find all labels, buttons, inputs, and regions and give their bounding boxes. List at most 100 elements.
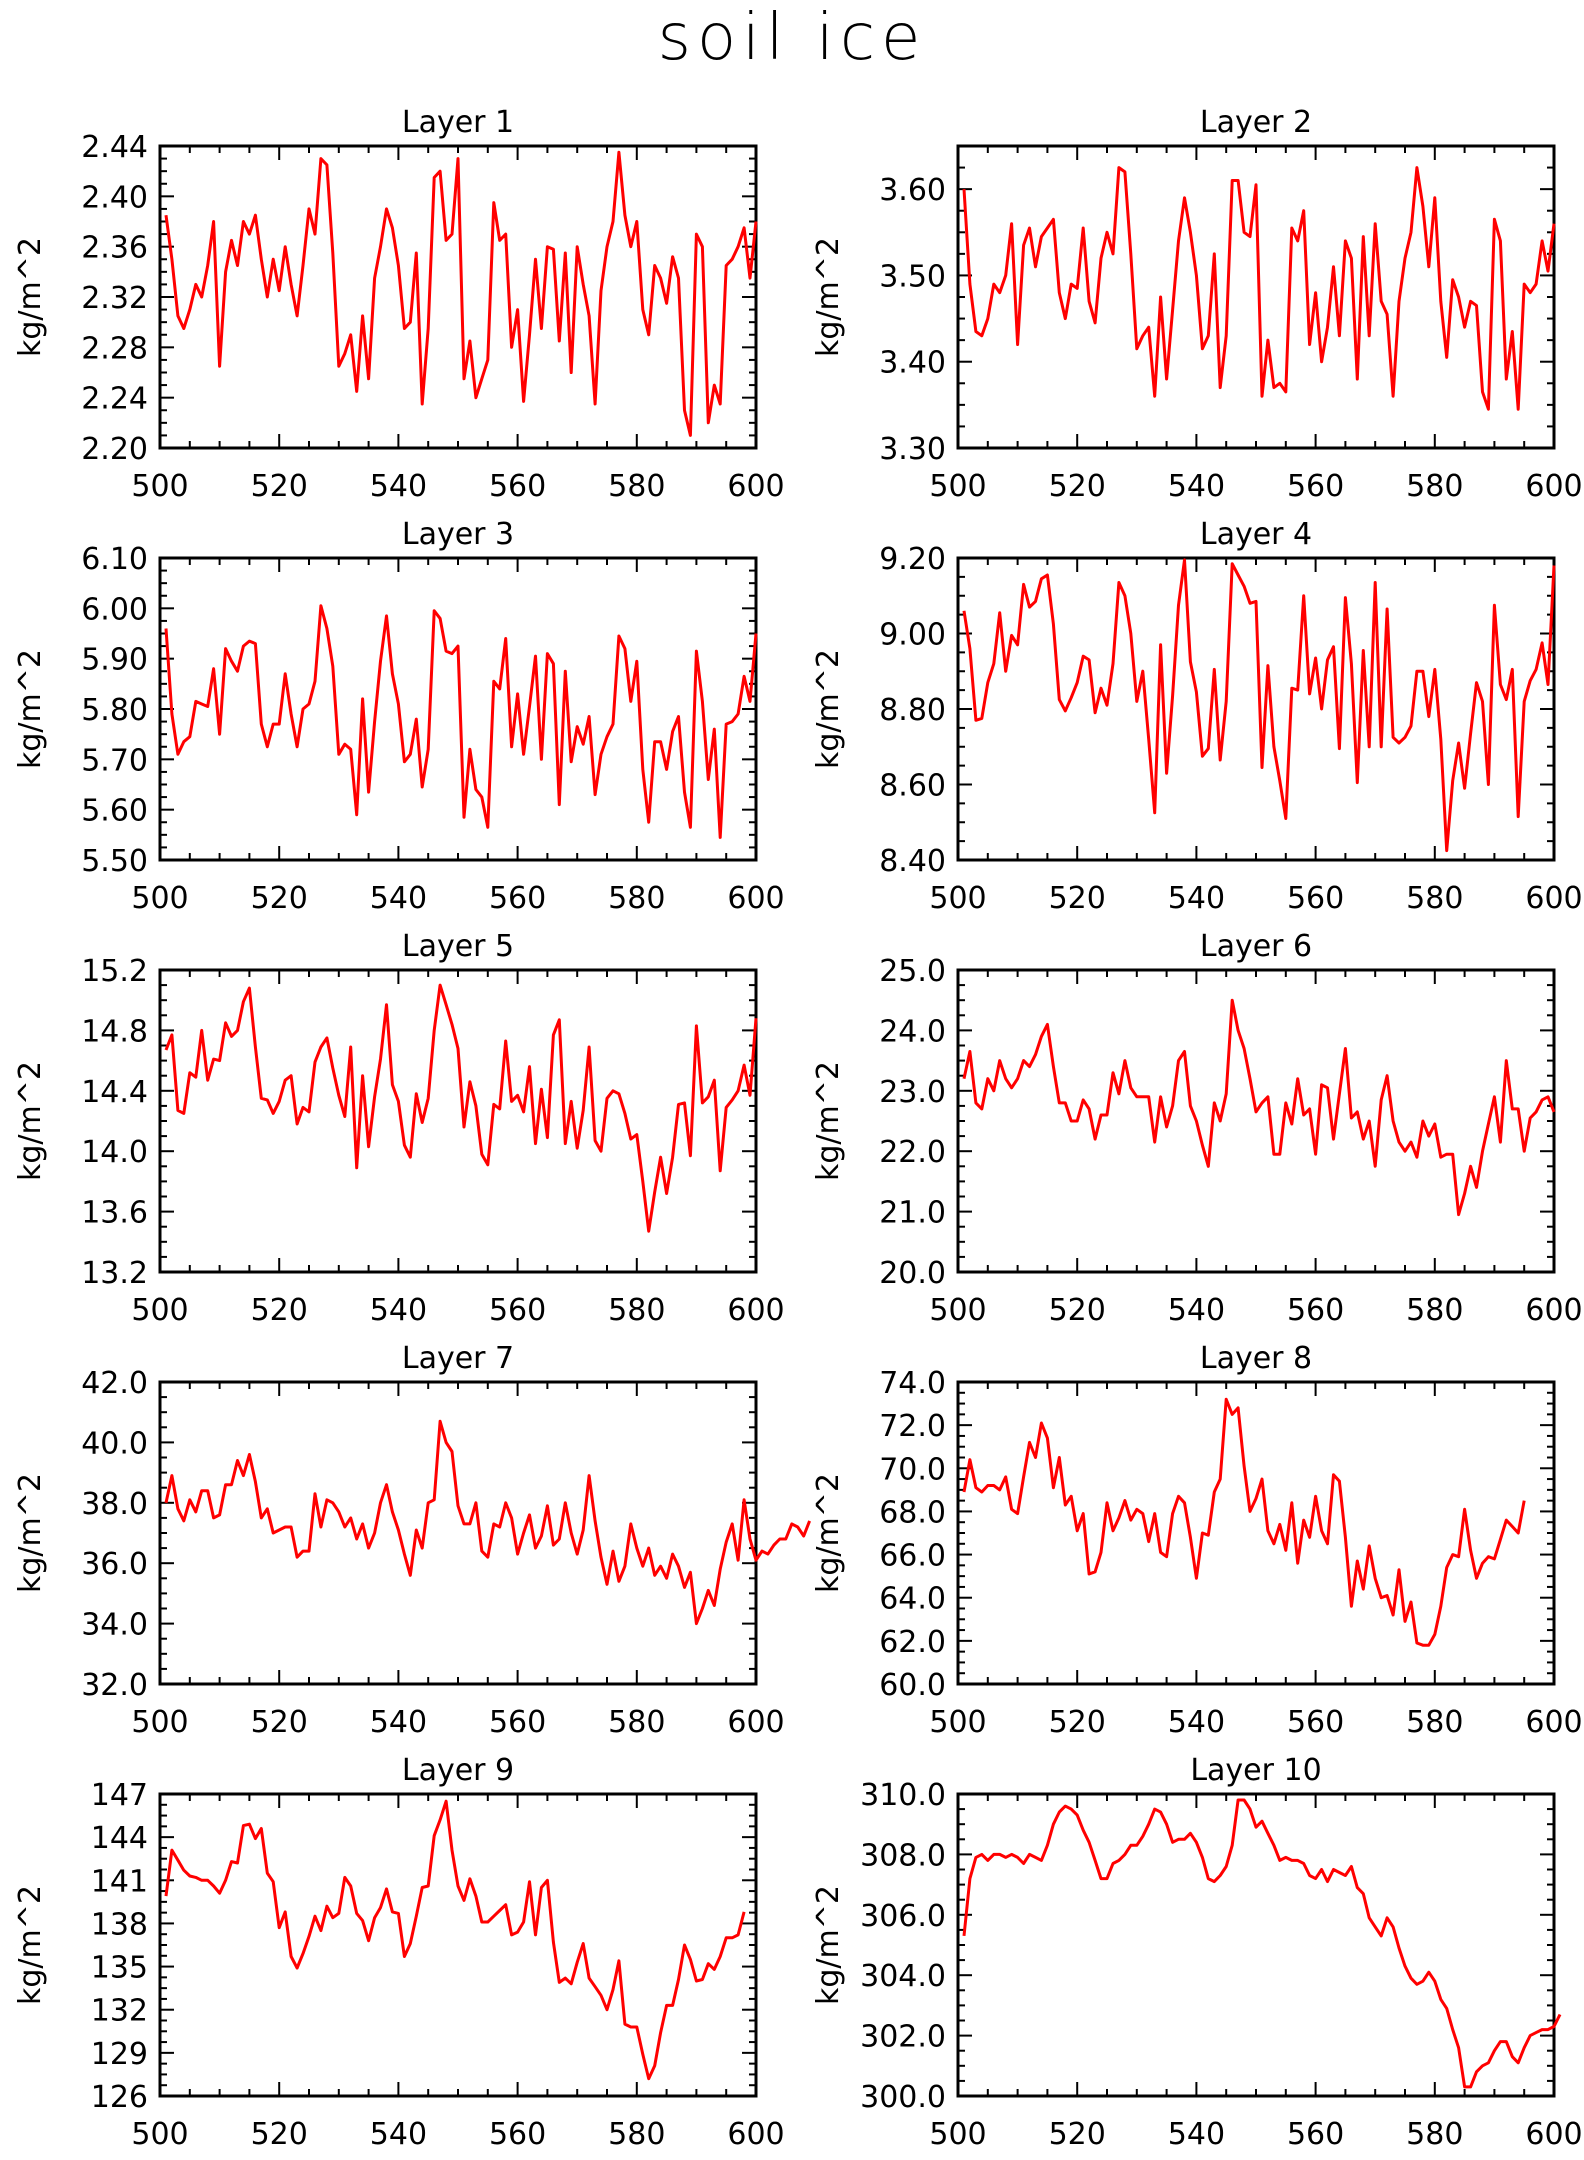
x-tick-label: 500 <box>131 469 188 504</box>
x-tick-label: 540 <box>1168 1293 1225 1328</box>
y-tick-label: 2.28 <box>81 331 148 366</box>
y-tick-label: 8.60 <box>879 769 946 804</box>
x-tick-label: 520 <box>251 1293 308 1328</box>
y-tick-label: 5.80 <box>81 693 148 728</box>
x-tick-label: 520 <box>1049 469 1106 504</box>
y-tick-label: 2.24 <box>81 382 148 417</box>
x-tick-label: 560 <box>489 469 546 504</box>
y-tick-label: 302.0 <box>860 2020 946 2055</box>
series-line <box>164 983 758 1233</box>
plot-frame <box>956 1792 1556 2098</box>
y-tick-label: 62.0 <box>879 1625 946 1660</box>
x-tick-label: 600 <box>727 1705 784 1740</box>
y-tick-label: 15.2 <box>81 954 148 989</box>
x-tick-label: 500 <box>929 881 986 916</box>
chart-title: Layer 2 <box>1200 105 1312 140</box>
chart-panel-8: 500 520 540 560 580 600 60.0 62.0 64.0 66.0 68.0 70… <box>811 1341 1583 1740</box>
x-tick-label: 520 <box>251 1705 308 1740</box>
x-tick-label: 580 <box>608 1705 665 1740</box>
y-tick-label: 308.0 <box>860 1838 946 1873</box>
x-tick-label: 520 <box>1049 1293 1106 1328</box>
y-tick-label: 72.0 <box>879 1409 946 1444</box>
plot-frame <box>158 1380 758 1686</box>
y-axis-label: kg/m^2 <box>811 1885 846 2005</box>
y-tick-label: 25.0 <box>879 954 946 989</box>
y-axis-label: kg/m^2 <box>811 1473 846 1593</box>
series-line <box>164 1799 746 2081</box>
page-title: soil ice <box>657 1 927 75</box>
x-tick-label: 500 <box>131 1293 188 1328</box>
chart-panel-2: 500 520 540 560 580 600 3.30 3.40 3.50 3.60 Layer … <box>811 105 1583 504</box>
x-tick-label: 600 <box>727 881 784 916</box>
x-tick-label: 600 <box>727 2117 784 2152</box>
x-tick-label: 500 <box>929 1293 986 1328</box>
chart-panel-4: 500 520 540 560 580 600 8.40 8.60 8.80 9.00 9.20 La… <box>811 517 1583 916</box>
y-tick-label: 13.2 <box>81 1256 148 1291</box>
y-tick-label: 22.0 <box>879 1135 946 1170</box>
x-tick-label: 600 <box>1525 1293 1582 1328</box>
chart-title: Layer 6 <box>1200 929 1312 964</box>
y-axis-label: kg/m^2 <box>811 1061 846 1181</box>
x-tick-label: 580 <box>608 881 665 916</box>
chart-panel-7: 500 520 540 560 580 600 32.0 34.0 36.0 38.0 40.0 42… <box>13 1341 811 1740</box>
y-tick-label: 132 <box>91 1994 148 2029</box>
y-tick-label: 6.10 <box>81 542 148 577</box>
y-tick-label: 8.40 <box>879 844 946 879</box>
y-tick-label: 3.50 <box>879 259 946 294</box>
x-tick-label: 540 <box>1168 881 1225 916</box>
x-tick-label: 580 <box>1406 1293 1463 1328</box>
chart-title: Layer 7 <box>402 1341 514 1376</box>
y-tick-label: 32.0 <box>81 1668 148 1703</box>
y-axis-label: kg/m^2 <box>13 237 48 357</box>
x-tick-label: 500 <box>131 1705 188 1740</box>
x-tick-label: 600 <box>1525 1705 1582 1740</box>
x-tick-label: 580 <box>1406 2117 1463 2152</box>
y-tick-label: 42.0 <box>81 1366 148 1401</box>
y-tick-label: 8.80 <box>879 693 946 728</box>
plot-frame <box>956 1380 1556 1686</box>
y-tick-label: 141 <box>91 1864 148 1899</box>
chart-panel-6: 500 520 540 560 580 600 20.0 21.0 22.0 23.0 24.0 25… <box>811 929 1583 1328</box>
x-tick-label: 560 <box>1287 2117 1344 2152</box>
x-tick-label: 500 <box>929 469 986 504</box>
series-line <box>164 150 758 437</box>
x-tick-label: 580 <box>608 469 665 504</box>
y-tick-label: 3.40 <box>879 346 946 381</box>
y-tick-label: 3.30 <box>879 432 946 467</box>
chart-panel-9: 500 520 540 560 580 600 126 129 132 135 138 141 144 1… <box>13 1753 785 2152</box>
x-tick-label: 560 <box>1287 469 1344 504</box>
x-tick-label: 600 <box>727 1293 784 1328</box>
y-tick-label: 5.70 <box>81 743 148 778</box>
x-tick-label: 520 <box>1049 881 1106 916</box>
x-tick-label: 520 <box>251 2117 308 2152</box>
plot-frame <box>956 968 1556 1274</box>
chart-title: Layer 5 <box>402 929 514 964</box>
chart-title: Layer 9 <box>402 1753 514 1788</box>
y-tick-label: 135 <box>91 1951 148 1986</box>
x-tick-label: 560 <box>489 881 546 916</box>
chart-title: Layer 8 <box>1200 1341 1312 1376</box>
y-tick-label: 300.0 <box>860 2080 946 2115</box>
y-tick-label: 144 <box>91 1821 148 1856</box>
x-tick-label: 560 <box>489 1293 546 1328</box>
series-line <box>962 998 1556 1217</box>
y-tick-label: 2.44 <box>81 130 148 165</box>
chart-panel-3: 500 520 540 560 580 600 5.50 5.60 5.70 5.80 5.90 6.… <box>13 517 785 916</box>
x-tick-label: 520 <box>251 881 308 916</box>
y-tick-label: 310.0 <box>860 1778 946 1813</box>
y-tick-label: 129 <box>91 2037 148 2072</box>
y-tick-label: 66.0 <box>879 1539 946 1574</box>
y-tick-label: 68.0 <box>879 1495 946 1530</box>
y-tick-label: 14.0 <box>81 1135 148 1170</box>
y-tick-label: 5.60 <box>81 794 148 829</box>
x-tick-label: 580 <box>1406 469 1463 504</box>
chart-title: Layer 1 <box>402 105 514 140</box>
x-tick-label: 540 <box>1168 2117 1225 2152</box>
y-tick-label: 34.0 <box>81 1608 148 1643</box>
x-tick-label: 500 <box>131 2117 188 2152</box>
plot-frame <box>158 556 758 862</box>
y-tick-label: 138 <box>91 1907 148 1942</box>
y-tick-label: 2.36 <box>81 231 148 266</box>
chart-panel-5: 500 520 540 560 580 600 13.2 13.6 14.0 14.4 14.8 15… <box>13 929 785 1328</box>
